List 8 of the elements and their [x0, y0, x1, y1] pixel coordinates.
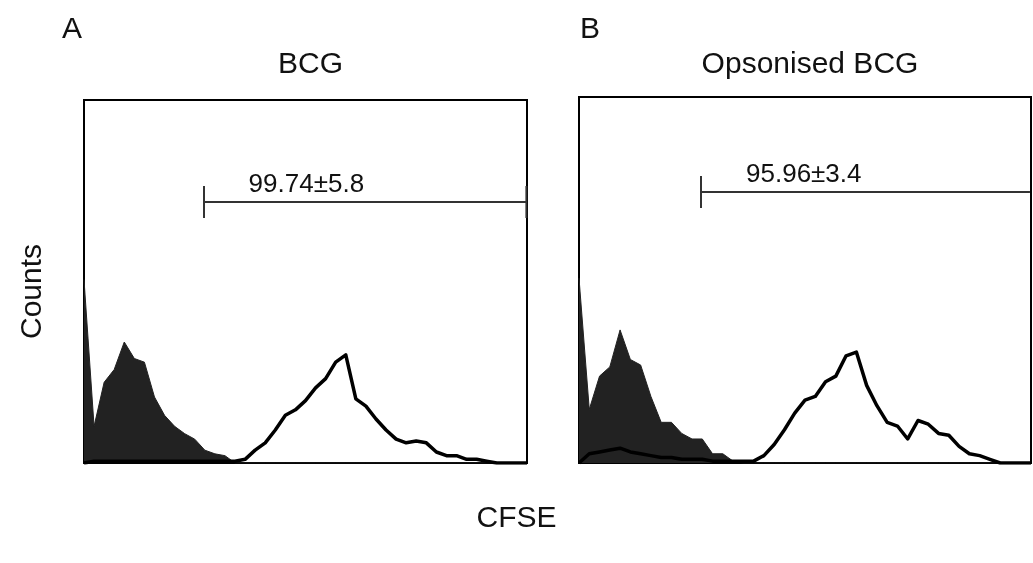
- x-axis-title: CFSE: [475, 500, 558, 534]
- y-axis-title: Counts: [13, 243, 47, 340]
- text: 99.74±5.8: [248, 168, 365, 198]
- chart-title: Opsonised BCG: [701, 45, 919, 79]
- text: A: [62, 10, 83, 44]
- chart-title: BCG: [277, 45, 344, 79]
- text: 95.96±3.4: [746, 158, 862, 188]
- text: B: [580, 10, 601, 44]
